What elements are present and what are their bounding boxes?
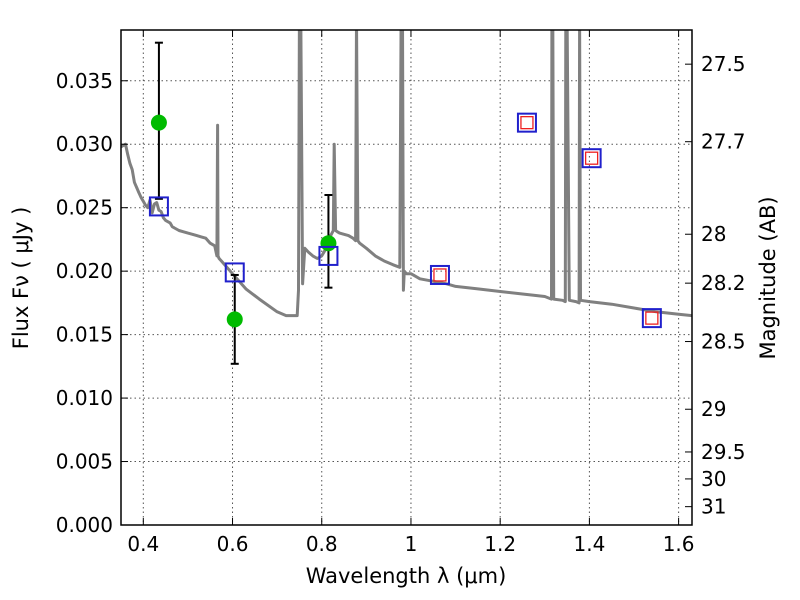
x-axis-label: Wavelength λ (μm)	[306, 564, 507, 588]
y2-tick-label: 30	[701, 467, 726, 491]
y2-axis-label: Magnitude (AB)	[756, 196, 780, 359]
model-square-red	[645, 311, 659, 325]
observed-point	[320, 235, 337, 252]
model-square-blue	[516, 112, 537, 133]
x-tick-label: 1.4	[573, 532, 605, 556]
x-tick-label: 0.6	[217, 532, 249, 556]
data-series	[121, 30, 692, 365]
y2-tick-label: 29.5	[701, 440, 746, 464]
plot-frame	[120, 29, 693, 526]
x-tick-label: 1	[405, 532, 418, 556]
model-square-red	[584, 151, 599, 165]
y-tick-label: 0.015	[56, 323, 113, 347]
model-square-blue	[224, 262, 245, 283]
y2-tick-label: 28.5	[701, 330, 746, 354]
x-tick-label: 0.4	[127, 532, 159, 556]
model-square-red	[520, 116, 534, 130]
y-axis-label: Flux Fν ( μJy )	[9, 207, 33, 350]
x-tick-label: 0.8	[306, 532, 338, 556]
model-square-blue	[641, 308, 662, 329]
y-tick-label: 0.030	[56, 132, 113, 156]
model-square-blue	[318, 245, 339, 266]
y-tick-label: 0.025	[56, 196, 113, 220]
y-tick-label: 0.010	[56, 386, 113, 410]
y2-tick-label: 27.7	[701, 130, 746, 154]
model-square-red	[433, 268, 447, 282]
y-tick-label: 0.000	[56, 513, 113, 537]
observed-point	[226, 311, 243, 328]
y-tick-label: 0.035	[56, 69, 113, 93]
y2-tick-label: 27.5	[701, 52, 746, 76]
axis-ticks: 0.4 0.6 0.8 1 1.2 1.4 1.6 0.000 0.005 0.010 0.015 0…	[56, 30, 746, 556]
model-spectrum-line	[121, 30, 692, 318]
y2-tick-label: 28.2	[701, 271, 746, 295]
x-tick-label: 1.2	[484, 532, 516, 556]
y-tick-label: 0.020	[56, 259, 113, 283]
x-tick-label: 1.6	[663, 532, 695, 556]
observed-point	[150, 114, 167, 131]
model-square-blue	[429, 264, 450, 285]
y2-tick-label: 28	[701, 222, 726, 246]
model-square-blue	[148, 196, 169, 217]
y2-tick-label: 31	[701, 495, 726, 519]
y2-tick-label: 29	[701, 397, 726, 421]
model-square-blue	[581, 148, 602, 169]
grid-lines	[121, 30, 692, 526]
y-tick-label: 0.005	[56, 450, 113, 474]
